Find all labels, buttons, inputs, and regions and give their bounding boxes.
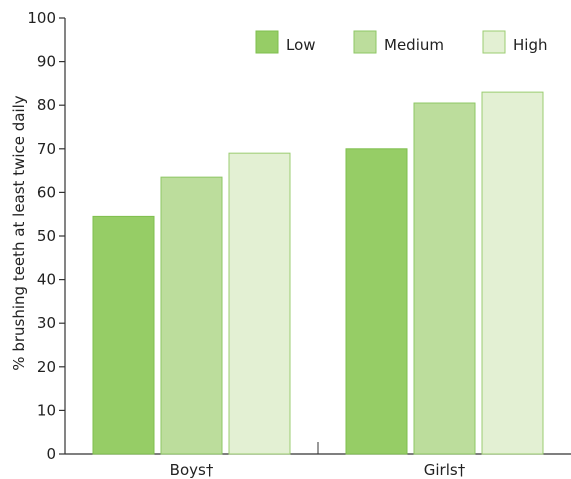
- y-axis: 0 10 20 30 40 50 60 70 80 90 100: [27, 9, 66, 463]
- bars: [92, 91, 544, 455]
- legend-swatch-low: [255, 30, 279, 54]
- legend-label-low: Low: [286, 36, 316, 54]
- y-tick-label: 80: [37, 96, 56, 114]
- y-tick-label: 90: [37, 53, 56, 71]
- legend-swatch-high: [482, 30, 506, 54]
- legend-label-medium: Medium: [384, 36, 444, 54]
- y-tick-label: 30: [37, 314, 56, 332]
- y-tick-label: 40: [37, 271, 56, 289]
- y-tick-label: 70: [37, 140, 56, 158]
- y-tick-label: 0: [46, 445, 56, 463]
- bar-low-1: [92, 215, 155, 455]
- legend-swatch-medium: [353, 30, 377, 54]
- y-tick-label: 10: [37, 401, 56, 419]
- legend: Low Medium High: [255, 30, 547, 54]
- bar-medium-1: [160, 176, 223, 455]
- x-category-label: Boys†: [170, 461, 214, 479]
- bar-high-1: [228, 152, 291, 455]
- x-category-label: Girls†: [424, 461, 466, 479]
- y-tick-label: 100: [27, 9, 56, 27]
- legend-label-high: High: [513, 36, 547, 54]
- y-tick-label: 60: [37, 183, 56, 201]
- y-axis-title: % brushing teeth at least twice daily: [10, 95, 28, 370]
- y-tick-label: 50: [37, 227, 56, 245]
- y-tick-label: 20: [37, 358, 56, 376]
- bar-low-2: [345, 148, 408, 455]
- bar-medium-2: [413, 102, 476, 455]
- bar-high-2: [481, 91, 544, 455]
